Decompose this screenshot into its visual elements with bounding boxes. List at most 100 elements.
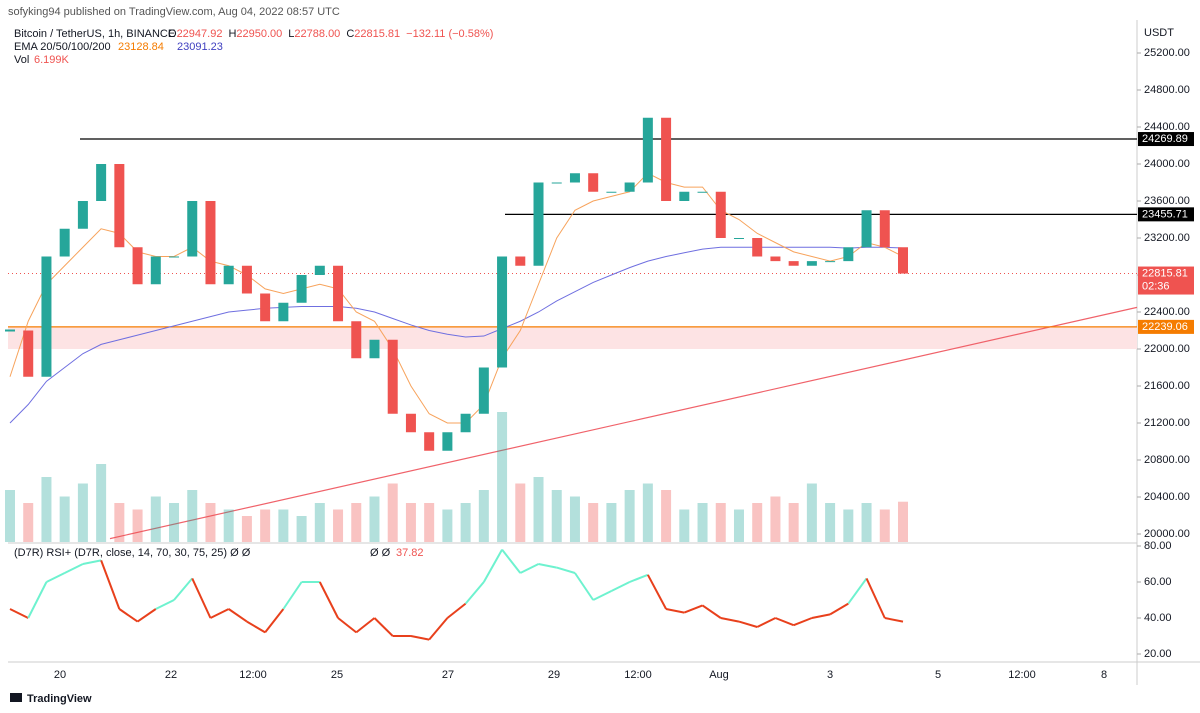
candle: [223, 265, 234, 285]
rsi-tick-label: 20.00: [1144, 648, 1172, 660]
rsi-segment: [720, 617, 740, 623]
volume-bar: [77, 483, 88, 542]
volume-bar: [642, 483, 653, 542]
rsi-segment: [264, 608, 285, 634]
rsi-segment: [27, 581, 48, 619]
rsi-segment: [829, 602, 849, 616]
candle: [424, 432, 435, 451]
rsi-segment: [173, 577, 194, 601]
volume-bar: [223, 509, 234, 542]
rsi-segment: [482, 549, 503, 583]
candle: [715, 191, 726, 238]
rsi-segment: [738, 620, 758, 628]
rsi-segment: [501, 548, 522, 574]
ohlc-value: 22815.81: [354, 28, 400, 40]
candle: [825, 261, 836, 263]
candle: [114, 164, 125, 248]
x-tick-label: 8: [1101, 669, 1107, 681]
volume-bar: [551, 490, 562, 542]
level-label: 22239.06: [1142, 321, 1188, 333]
level-badge: [1138, 319, 1194, 334]
candle: [679, 191, 690, 201]
volume-bar: [333, 509, 344, 542]
rsi-segment: [282, 581, 303, 610]
x-tick-label: 29: [548, 669, 560, 681]
rsi-tick-label: 80.00: [1144, 540, 1172, 552]
volume-bar: [770, 496, 781, 542]
volume-bar: [624, 490, 635, 542]
candle: [697, 191, 708, 193]
y-tick-label: 22400.00: [1144, 306, 1190, 318]
rsi-segment: [884, 617, 904, 623]
y-tick-label: 20800.00: [1144, 454, 1190, 466]
volume-bar: [5, 490, 15, 542]
rsi-segment: [464, 581, 485, 605]
ohlc-value: 22950.00: [236, 28, 282, 40]
rsi-segment: [9, 608, 29, 619]
change: −132.11 (−0.58%): [406, 28, 493, 40]
candle: [351, 321, 362, 359]
brand: TradingView: [27, 693, 92, 705]
ohlc-key: H: [228, 28, 236, 40]
logo: [10, 693, 22, 702]
rsi-segment: [246, 620, 266, 634]
y-tick-label: 23600.00: [1144, 195, 1190, 207]
level-label: 24269.89: [1142, 133, 1188, 145]
rsi-segment: [137, 608, 157, 623]
vol-label: Vol: [14, 54, 29, 66]
candle: [898, 247, 908, 274]
candle: [497, 256, 508, 368]
rsi-segment: [100, 560, 121, 610]
rsi-segment: [64, 563, 84, 574]
x-tick-label: 20: [54, 669, 66, 681]
candle: [752, 238, 763, 257]
volume-bar: [241, 516, 252, 542]
candle: [843, 247, 854, 262]
y-tick-label: 24800.00: [1144, 84, 1190, 96]
rsi-segment: [82, 559, 102, 565]
ema-label: EMA 20/50/100/200: [14, 41, 111, 53]
y-tick-label: 21200.00: [1144, 417, 1190, 429]
volume-bar: [879, 509, 890, 542]
candle: [624, 182, 635, 192]
rsi-segment: [865, 577, 886, 619]
volume-bar: [861, 503, 872, 542]
rsi-prefix: Ø Ø: [370, 547, 391, 559]
candle: [569, 173, 580, 183]
volume-bar: [752, 503, 763, 542]
rsi-segment: [446, 602, 467, 619]
x-tick-label: 27: [442, 669, 454, 681]
volume-bar: [825, 503, 836, 542]
candle: [314, 265, 325, 275]
vol-value: 6.199K: [34, 54, 70, 66]
volume-bar: [405, 503, 416, 542]
volume-bar: [697, 503, 708, 542]
rsi-segment: [318, 581, 339, 619]
candle: [387, 339, 398, 414]
candle: [806, 261, 817, 266]
rsi-segment: [373, 617, 394, 637]
volume-bar: [460, 503, 471, 542]
candle: [41, 256, 52, 377]
rsi-segment: [538, 563, 557, 569]
volume-bar: [606, 503, 617, 542]
rsi-segment: [793, 617, 813, 627]
level-badge: [1138, 132, 1194, 147]
candle: [333, 265, 344, 322]
volume-bar: [314, 503, 325, 542]
candle: [369, 339, 380, 359]
rsi-label: (D7R) RSI+ (D7R, close, 14, 70, 30, 75, …: [14, 547, 251, 559]
candle: [515, 256, 526, 266]
volume-bar: [715, 503, 726, 542]
rsi-segment: [155, 599, 175, 610]
candle: [861, 210, 872, 248]
candle: [460, 413, 471, 433]
candle: [278, 302, 289, 322]
volume-bar: [260, 509, 271, 542]
rsi-segment: [592, 590, 612, 601]
volume-bar: [442, 509, 453, 542]
y-tick-label: 21600.00: [1144, 380, 1190, 392]
volume-bar: [59, 496, 70, 542]
volume-bar: [296, 516, 307, 542]
